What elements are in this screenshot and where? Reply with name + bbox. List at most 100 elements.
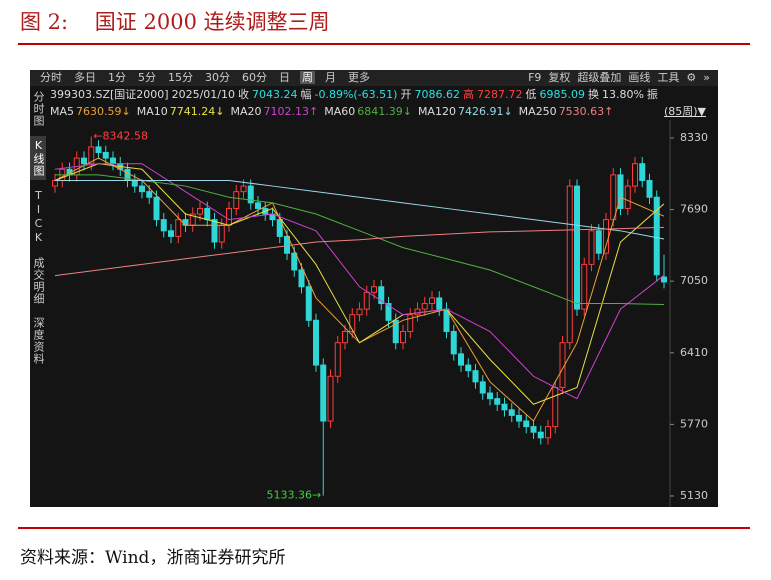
candle-body [530,426,537,433]
side-tab[interactable]: TICK [32,189,45,245]
info-item: 高 [462,88,474,101]
legend-value: 7102.13↑ [263,105,319,118]
side-tabs: 分时图 K线图 TICK 成交明细深度资料 [30,88,46,374]
toolbar-button[interactable]: 15分 [168,71,193,84]
candle-body [421,303,428,310]
candle-body [334,342,341,377]
toolbar-button[interactable]: 60分 [242,71,267,84]
candle-body [226,207,232,226]
info-item: 开 [400,88,412,101]
candle-body [102,152,109,159]
candle-body [349,314,356,333]
candle-body [342,331,348,344]
y-tick-label: 5130 [680,489,708,502]
toolbar-button[interactable]: 多日 [74,71,96,84]
candle-body [204,207,211,221]
side-tab[interactable]: K线图 [30,136,46,180]
legend-value: 7741.24↓ [169,105,225,118]
candle-body [479,381,486,394]
candle-body [175,219,182,237]
source-rule [18,527,750,529]
candle-body [632,163,638,187]
candle-body [182,219,189,226]
ma-legend: MA5 7630.59↓ MA10 7741.24↓ MA20 7102.13↑ MA60 6… [50,104,619,120]
candle-body [523,420,530,428]
chart: 5130 5770 6410 7050 7690 8330 ←8342.58 5133.36→ [52,120,708,507]
figure-title: 图 2: 国证 2000 连续调整三周 [20,10,330,34]
candle-body [537,431,544,439]
legend-name: MA5 [50,105,75,118]
candle-body [545,426,551,439]
toolbar: 分时 多日 1分 5分 15分 30分 60分日周月更多 F9 复权 超级叠加 画线 工具 ⚙ » [30,70,718,86]
candle-body [88,146,95,165]
info-item: 13.80% [601,88,644,101]
candle-body [240,185,247,193]
toolbar-button[interactable]: 日 [279,71,290,84]
toolbar-button[interactable]: 复权 [548,71,571,84]
toolbar-button[interactable]: F9 [528,71,542,84]
toolbar-button[interactable]: 分时 [40,71,62,84]
candle-body [52,179,58,187]
y-tick-label: 7690 [680,203,708,216]
toolbar-button[interactable]: 月 [325,71,336,84]
candle-body [160,219,167,232]
ma-line [54,163,665,400]
candle-body [95,146,102,154]
info-item: 7287.72 [476,88,523,101]
ma-line [54,226,665,277]
candle-body [153,196,160,221]
legend-name: MA250 [518,105,557,118]
period-label[interactable]: (85周)▼ [663,105,706,118]
toolbar-button[interactable]: 30分 [205,71,230,84]
annotation: ←8342.58 [93,130,148,143]
y-tick-label: 5770 [680,417,708,430]
toolbar-button[interactable]: 画线 [628,71,651,84]
legend-value: 7530.63↑ [558,105,614,118]
legend-value: 7630.59↓ [76,105,131,118]
toolbar-button[interactable]: 工具 [657,71,680,84]
toolbar-button[interactable]: 超级叠加 [577,71,622,84]
toolbar-button[interactable]: 1分 [108,71,126,84]
candle-body [371,286,377,293]
candle-body [378,286,385,305]
side-tab[interactable]: 深度资料 [32,317,45,365]
candle-body [291,252,298,271]
candle-body [458,353,464,366]
info-item: 幅 [300,88,312,101]
candle-body [429,297,435,305]
candle-body [385,303,392,321]
candle-body [197,207,203,215]
side-tab[interactable]: 分时图 [32,91,45,127]
candle-body [305,286,312,321]
candle-body [610,174,617,221]
candle-body [653,196,660,276]
candle-body [327,375,334,422]
ma-line [55,174,665,306]
info-item: 收 [238,88,249,101]
candle-body [624,185,631,209]
side-tab[interactable]: 成交明细 [32,257,45,305]
annotation: 5133.36→ [267,489,322,502]
toolbar-button[interactable]: » [703,71,710,84]
candle-body [661,276,667,283]
info-item: 换 [587,88,599,101]
info-item: 7086.62 [414,88,460,101]
title-rule [18,43,750,45]
source-note: 资料来源：Wind，浙商证券研究所 [20,548,286,568]
toolbar-button[interactable]: 5分 [138,71,156,84]
toolbar-button[interactable]: ⚙ [686,71,697,84]
candle-body [494,398,501,405]
candle-body [574,185,580,310]
legend-value: 7426.91↓ [457,105,513,118]
toolbar-button[interactable]: 周 [300,71,315,84]
legend-name: MA60 [324,105,356,118]
candle-body [566,185,573,344]
candle-body [516,414,522,422]
toolbar-button[interactable]: 更多 [348,71,370,84]
candle-body [581,263,588,310]
candle-body [639,163,646,181]
candle-body [487,392,493,400]
y-tick-label: 8330 [680,131,708,144]
legend-name: MA120 [417,105,456,118]
chart-panel: 5130 5770 6410 7050 7690 8330 ←8342.58 5133.36→… [30,70,718,507]
